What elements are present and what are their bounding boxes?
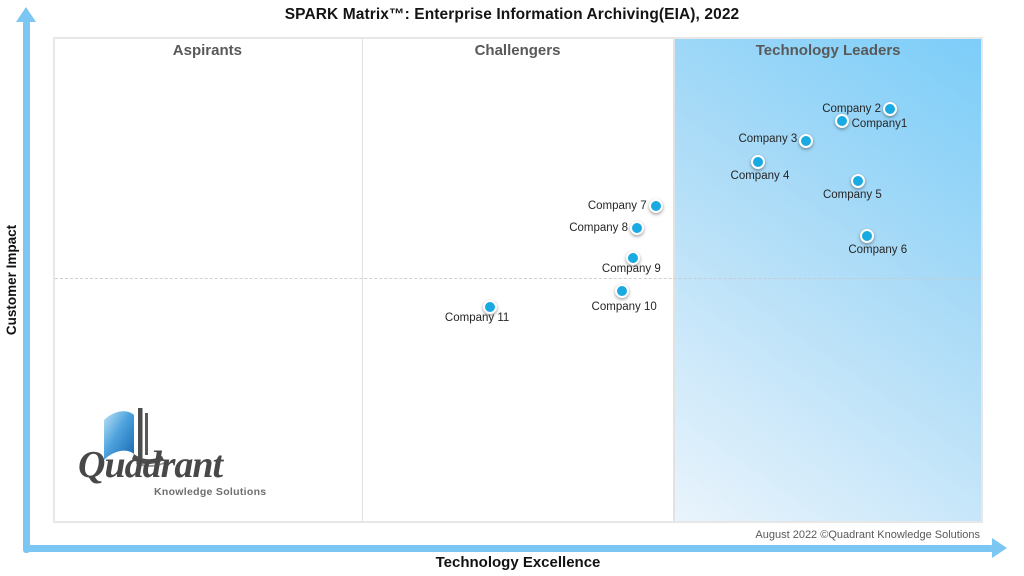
data-point-label: Company 5 bbox=[822, 188, 882, 201]
data-point-label: Company 11 bbox=[444, 312, 510, 325]
quadrant-label-challengers: Challengers bbox=[474, 42, 561, 59]
data-point-company-8[interactable] bbox=[630, 220, 645, 235]
quadrant-logo: Quadrant Knowledge Solutions bbox=[78, 404, 268, 504]
chart-title: SPARK Matrix™: Enterprise Information Ar… bbox=[284, 6, 740, 23]
data-point-company-6[interactable] bbox=[859, 228, 874, 243]
x-axis-line bbox=[23, 545, 994, 552]
horizontal-divider bbox=[55, 278, 981, 280]
leaders-gradient bbox=[673, 37, 983, 523]
data-point-company-10[interactable] bbox=[615, 284, 630, 299]
data-point-company-2[interactable] bbox=[883, 101, 897, 116]
data-point-label: Company 7 bbox=[587, 200, 647, 213]
copyright-text: August 2022 ©Quadrant Knowledge Solution… bbox=[755, 529, 980, 541]
quadrant-label-aspirants: Aspirants bbox=[172, 42, 242, 59]
y-axis-label: Customer Impact bbox=[4, 224, 19, 336]
data-point-label: Company 8 bbox=[569, 221, 629, 234]
data-point-label: Company 6 bbox=[848, 243, 908, 256]
data-point-company-4[interactable] bbox=[750, 154, 765, 169]
data-point-company-11[interactable] bbox=[483, 300, 498, 315]
data-point-label: Company 3 bbox=[738, 133, 798, 145]
logo-brand-text: Quadrant bbox=[78, 444, 223, 486]
quadrant-divider bbox=[673, 37, 675, 523]
y-axis-arrow-icon bbox=[16, 7, 36, 22]
data-point-label: Company1 bbox=[851, 118, 908, 131]
data-point-company-3[interactable] bbox=[799, 134, 814, 148]
data-point-company-5[interactable] bbox=[851, 173, 866, 188]
data-point-company1[interactable] bbox=[834, 114, 849, 129]
data-point-company-9[interactable] bbox=[626, 251, 641, 266]
x-axis-label: Technology Excellence bbox=[435, 554, 601, 571]
quadrant-divider bbox=[361, 37, 364, 523]
data-point-label: Company 2 bbox=[822, 102, 881, 115]
book-icon bbox=[104, 408, 164, 467]
data-point-label: Company 9 bbox=[601, 263, 661, 276]
y-axis-line bbox=[23, 20, 30, 553]
logo-tagline-text: Knowledge Solutions bbox=[154, 486, 267, 498]
x-axis-arrow-icon bbox=[992, 538, 1007, 558]
data-point-label: Company 4 bbox=[730, 169, 790, 182]
data-point-company-7[interactable] bbox=[648, 199, 663, 214]
quadrant-label-technology-leaders: Technology Leaders bbox=[755, 42, 901, 59]
data-point-label: Company 10 bbox=[591, 301, 657, 314]
